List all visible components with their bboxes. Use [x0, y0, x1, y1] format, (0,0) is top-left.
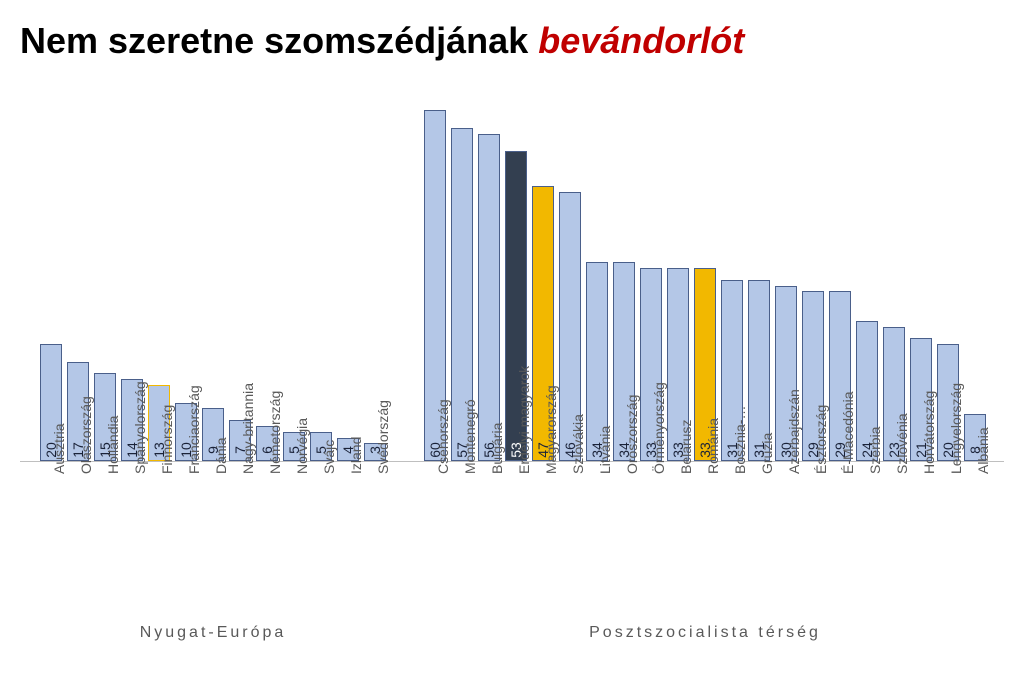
group-label: Posztszocialista térség: [589, 624, 821, 642]
group-label: Nyugat-Európa: [140, 624, 287, 642]
chart-title: Nem szeretne szomszédjának bevándorlót: [0, 0, 1024, 62]
title-highlight: bevándorlót: [538, 20, 744, 61]
bar: 56: [478, 134, 500, 461]
chart-container: 2017151413109765543605756534746343433333…: [0, 82, 1024, 662]
title-plain: Nem szeretne szomszédjának: [20, 20, 538, 61]
